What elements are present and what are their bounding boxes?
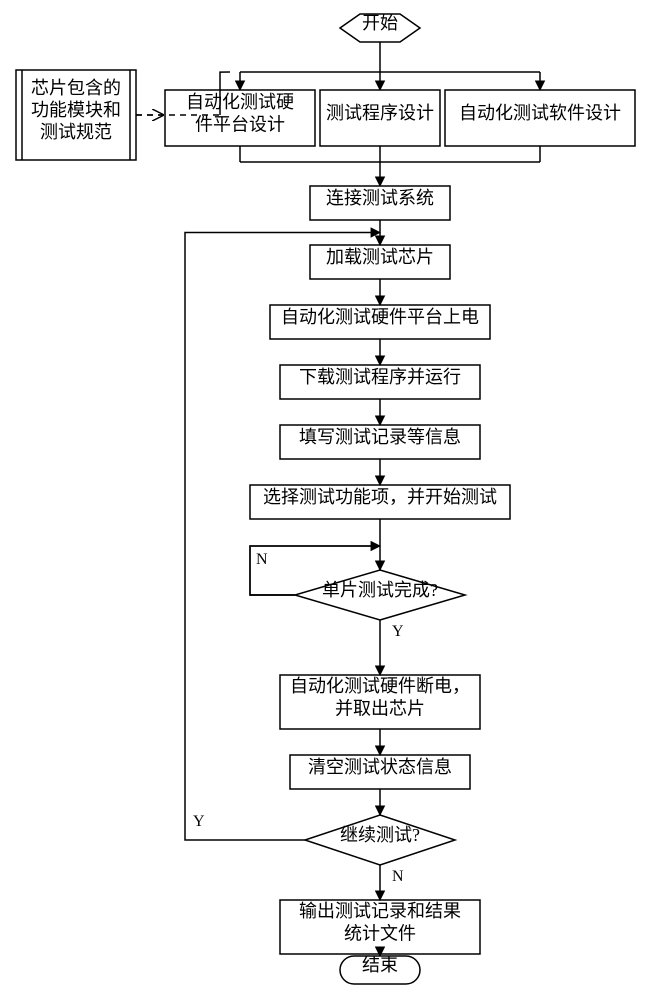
svg-text:下载测试程序并运行: 下载测试程序并运行 xyxy=(299,367,461,387)
svg-text:N: N xyxy=(256,551,268,568)
svg-text:加载测试芯片: 加载测试芯片 xyxy=(326,247,434,267)
svg-text:结束: 结束 xyxy=(362,955,398,975)
svg-text:自动化测试硬件断电，: 自动化测试硬件断电， xyxy=(290,676,470,696)
svg-text:选择测试功能项，并开始测试: 选择测试功能项，并开始测试 xyxy=(263,487,497,507)
svg-text:自动化测试软件设计: 自动化测试软件设计 xyxy=(459,103,621,123)
svg-text:测试程序设计: 测试程序设计 xyxy=(326,103,434,123)
svg-text:统计文件: 统计文件 xyxy=(344,923,416,943)
svg-text:单片测试完成?: 单片测试完成? xyxy=(322,580,438,600)
svg-text:开始: 开始 xyxy=(362,13,398,33)
svg-text:继续测试?: 继续测试? xyxy=(340,825,420,845)
svg-text:自动化测试硬件平台上电: 自动化测试硬件平台上电 xyxy=(281,307,479,327)
svg-text:输出测试记录和结果: 输出测试记录和结果 xyxy=(299,901,461,921)
svg-text:件平台设计: 件平台设计 xyxy=(195,114,285,134)
svg-text:清空测试状态信息: 清空测试状态信息 xyxy=(308,757,452,777)
svg-text:芯片包含的: 芯片包含的 xyxy=(31,78,121,98)
svg-text:并取出芯片: 并取出芯片 xyxy=(335,698,425,718)
svg-text:Y: Y xyxy=(392,623,404,640)
svg-text:N: N xyxy=(392,868,404,885)
svg-text:测试规范: 测试规范 xyxy=(40,122,112,142)
svg-text:自动化测试硬: 自动化测试硬 xyxy=(186,92,294,112)
svg-text:功能模块和: 功能模块和 xyxy=(31,100,121,120)
svg-text:填写测试记录等信息: 填写测试记录等信息 xyxy=(299,427,461,447)
svg-text:Y: Y xyxy=(193,813,205,830)
svg-text:连接测试系统: 连接测试系统 xyxy=(326,188,434,208)
